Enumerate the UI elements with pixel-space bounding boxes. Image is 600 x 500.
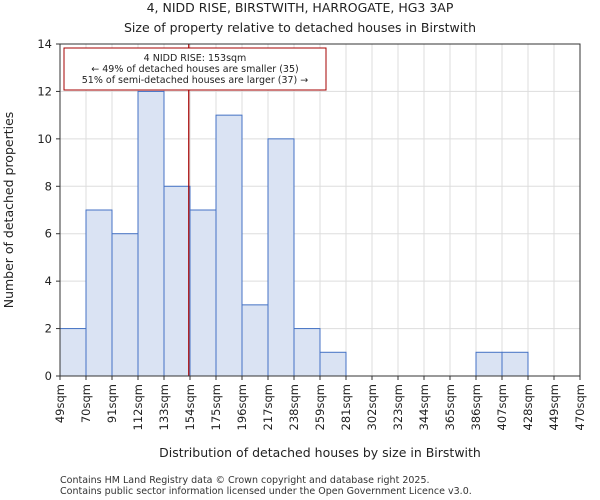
x-tick-label: 386sqm	[469, 384, 483, 430]
x-axis-title: Distribution of detached houses by size …	[159, 445, 481, 460]
annotation-line-3: 51% of semi-detached houses are larger (…	[82, 75, 309, 86]
x-tick-label: 70sqm	[79, 384, 93, 423]
y-tick-label: 2	[45, 322, 52, 336]
x-tick-label: 302sqm	[365, 384, 379, 430]
x-tick-label: 154sqm	[183, 384, 197, 430]
y-axis: 0 2 4 6 8 10 12 14	[37, 37, 60, 383]
bar	[163, 185, 191, 377]
chart-title: 4, NIDD RISE, BIRSTWITH, HARROGATE, HG3 …	[147, 0, 454, 15]
x-tick-label: 365sqm	[443, 384, 457, 430]
bar	[267, 138, 295, 377]
x-tick-label: 91sqm	[105, 384, 119, 423]
x-tick-label: 323sqm	[391, 384, 405, 430]
annotation-line-1: 4 NIDD RISE: 153sqm	[144, 53, 247, 64]
bar	[111, 233, 139, 377]
footer-line-1: Contains HM Land Registry data © Crown c…	[60, 475, 430, 486]
x-tick-label: 133sqm	[157, 384, 171, 430]
y-axis-title: Number of detached properties	[1, 112, 16, 309]
x-tick-label: 175sqm	[209, 384, 223, 430]
x-tick-label: 259sqm	[313, 384, 327, 430]
x-tick-label: 281sqm	[339, 384, 353, 430]
bar	[189, 209, 217, 377]
chart-subtitle: Size of property relative to detached ho…	[124, 20, 476, 35]
annotation-frame	[63, 47, 327, 91]
y-tick-label: 8	[45, 179, 52, 193]
y-tick-label: 10	[37, 132, 52, 146]
x-tick-label: 407sqm	[495, 384, 509, 430]
x-tick-label: 49sqm	[53, 384, 67, 423]
y-tick-label: 4	[45, 274, 52, 288]
y-tick-label: 0	[45, 369, 52, 383]
x-tick-label: 238sqm	[287, 384, 301, 430]
x-tick-label: 344sqm	[417, 384, 431, 430]
footer-line-2: Contains public sector information licen…	[60, 486, 472, 497]
annotation-line-2: ← 49% of detached houses are smaller (35…	[91, 64, 298, 75]
annotation-box: 4 NIDD RISE: 153sqm ← 49% of detached ho…	[63, 47, 327, 91]
y-tick-label: 12	[37, 84, 52, 98]
bar	[59, 328, 87, 377]
x-tick-label: 112sqm	[131, 384, 145, 430]
bar	[501, 351, 529, 377]
bar	[215, 114, 243, 377]
x-tick-label: 449sqm	[547, 384, 561, 430]
x-tick-label: 217sqm	[261, 384, 275, 430]
x-axis: 49sqm 70sqm 91sqm 112sqm 133sqm 154sqm 175sqm 1…	[53, 376, 587, 430]
y-tick-label: 14	[37, 37, 52, 51]
bar	[137, 90, 165, 377]
bar	[293, 328, 321, 377]
x-tick-label: 470sqm	[573, 384, 587, 430]
x-tick-label: 196sqm	[235, 384, 249, 430]
x-tick-label: 428sqm	[521, 384, 535, 430]
bar	[241, 304, 269, 377]
bars	[59, 90, 529, 377]
bar	[85, 209, 113, 377]
bar	[319, 351, 347, 377]
bar	[475, 351, 503, 377]
y-tick-label: 6	[45, 227, 52, 241]
